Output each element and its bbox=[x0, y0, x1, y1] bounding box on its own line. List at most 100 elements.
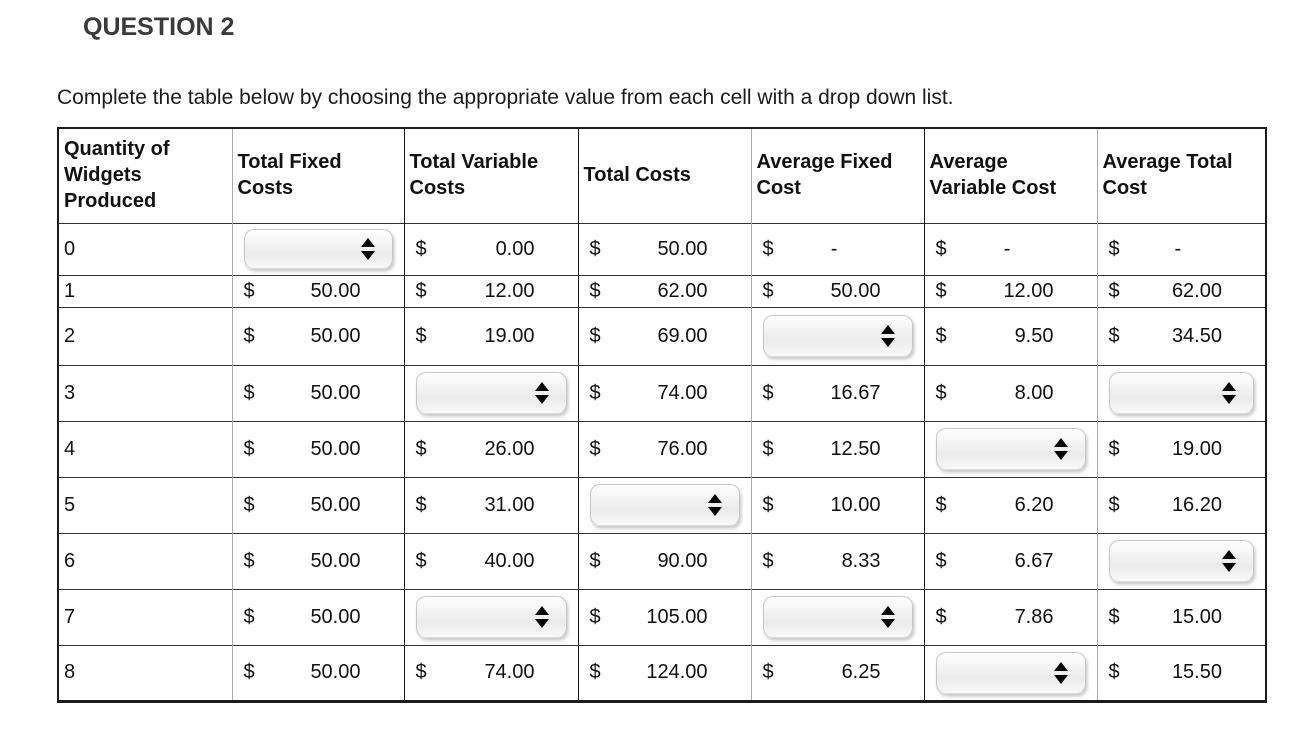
dropdown-r6-average-total-cost[interactable] bbox=[1108, 540, 1254, 582]
cell-value: 50.00 bbox=[657, 237, 708, 260]
cell-value: 12.50 bbox=[830, 437, 881, 460]
cell-r5-total-variable-costs: $31.00 bbox=[403, 476, 578, 533]
dollar-sign: $ bbox=[243, 605, 255, 628]
spinner-arrows-icon bbox=[1053, 661, 1068, 684]
dollar-sign: $ bbox=[762, 279, 774, 302]
cell-r0-total-costs: $50.00 bbox=[577, 222, 751, 275]
cell-value: 10.00 bbox=[830, 493, 881, 516]
cost-table-body: 0 $0.00 $50.00 $ - $ - $ -1 $50.00 $12.00 $62.00 $50… bbox=[58, 222, 1266, 701]
cell-value: 50.00 bbox=[310, 493, 361, 516]
cell-r1-average-total-cost: $62.00 bbox=[1096, 274, 1266, 307]
dollar-sign: $ bbox=[243, 661, 255, 683]
dollar-sign: $ bbox=[243, 493, 255, 516]
dollar-sign: $ bbox=[415, 324, 427, 347]
cell-r8-total-fixed-costs: $50.00 bbox=[231, 644, 404, 701]
cell-value: 40.00 bbox=[484, 549, 535, 572]
cell-value: 31.00 bbox=[484, 493, 535, 516]
column-header-average-fixed-cost: Average Fixed Cost bbox=[750, 127, 924, 223]
dropdown-r8-average-variable-cost[interactable] bbox=[935, 651, 1086, 694]
cell-r8-average-fixed-cost: $6.25 bbox=[750, 644, 924, 701]
cell-value: 50.00 bbox=[310, 605, 361, 628]
cell-r5-average-total-cost: $16.20 bbox=[1096, 476, 1266, 533]
dollar-sign: $ bbox=[1108, 661, 1120, 683]
dropdown-r3-total-variable-costs[interactable] bbox=[415, 372, 567, 414]
cell-r6-total-costs: $90.00 bbox=[577, 532, 751, 589]
dollar-sign: $ bbox=[935, 493, 947, 516]
spinner-arrows-icon bbox=[880, 325, 895, 347]
dropdown-r2-average-fixed-cost[interactable] bbox=[762, 315, 913, 357]
dropdown-r4-average-variable-cost[interactable] bbox=[935, 428, 1086, 470]
dollar-sign: $ bbox=[415, 237, 427, 260]
dollar-sign: $ bbox=[935, 279, 947, 302]
dollar-sign: $ bbox=[243, 279, 255, 302]
cell-r6-quantity: 6 bbox=[58, 532, 232, 589]
cell-r2-total-fixed-costs: $50.00 bbox=[231, 306, 404, 365]
spinner-arrows-icon bbox=[1222, 550, 1236, 572]
dropdown-r5-total-costs[interactable] bbox=[589, 484, 740, 526]
dollar-sign: $ bbox=[1108, 605, 1120, 628]
dollar-sign: $ bbox=[762, 237, 774, 260]
cell-r6-average-variable-cost: $6.67 bbox=[923, 532, 1097, 589]
dollar-sign: $ bbox=[1108, 493, 1120, 516]
dollar-sign: $ bbox=[589, 437, 601, 460]
cell-r1-total-fixed-costs: $50.00 bbox=[231, 274, 404, 307]
cell-r4-average-total-cost: $19.00 bbox=[1096, 420, 1266, 477]
dollar-sign: $ bbox=[762, 549, 774, 572]
cell-value: 74.00 bbox=[484, 661, 535, 683]
dollar-sign: $ bbox=[935, 237, 947, 260]
cell-r1-total-costs: $62.00 bbox=[577, 274, 751, 307]
cell-value: 9.50 bbox=[1014, 324, 1054, 347]
dollar-sign: $ bbox=[589, 605, 601, 628]
instruction-text: Complete the table below by choosing the… bbox=[57, 86, 954, 109]
cell-value: - bbox=[830, 237, 838, 260]
cell-r6-total-variable-costs: $40.00 bbox=[403, 532, 578, 589]
dollar-sign: $ bbox=[415, 437, 427, 460]
cell-r0-total-variable-costs: $0.00 bbox=[403, 222, 578, 275]
cell-r6-total-fixed-costs: $50.00 bbox=[231, 532, 404, 589]
cell-r7-average-total-cost: $15.00 bbox=[1096, 588, 1266, 645]
dollar-sign: $ bbox=[243, 324, 255, 347]
cell-r3-total-variable-costs bbox=[403, 364, 578, 421]
dollar-sign: $ bbox=[589, 381, 601, 404]
cell-value: 26.00 bbox=[484, 437, 535, 460]
cell-value: 124.00 bbox=[646, 661, 708, 683]
cell-value: 19.00 bbox=[484, 324, 535, 347]
dollar-sign: $ bbox=[589, 549, 601, 572]
table-row: 8 $50.00 $74.00 $124.00 $6.25 $15.50 bbox=[58, 644, 1266, 701]
cell-value: 76.00 bbox=[657, 437, 708, 460]
cell-r2-total-variable-costs: $19.00 bbox=[403, 306, 578, 365]
column-header-total-fixed-costs: Total Fixed Costs bbox=[231, 127, 404, 223]
cell-r8-total-costs: $124.00 bbox=[577, 644, 751, 701]
dollar-sign: $ bbox=[1108, 437, 1120, 460]
dropdown-r7-total-variable-costs[interactable] bbox=[415, 596, 567, 638]
dollar-sign: $ bbox=[243, 437, 255, 460]
cell-r1-quantity: 1 bbox=[58, 274, 232, 307]
cell-r1-average-fixed-cost: $50.00 bbox=[750, 274, 924, 307]
cell-r5-total-fixed-costs: $50.00 bbox=[231, 476, 404, 533]
cost-table: Quantity of Widgets Produced Total Fixed… bbox=[57, 127, 1267, 703]
cell-r3-total-costs: $74.00 bbox=[577, 364, 751, 421]
column-header-average-total-cost: Average Total Cost bbox=[1096, 127, 1266, 223]
column-header-quantity: Quantity of Widgets Produced bbox=[58, 127, 232, 223]
dollar-sign: $ bbox=[1108, 279, 1120, 302]
dollar-sign: $ bbox=[1108, 324, 1120, 347]
dropdown-r3-average-total-cost[interactable] bbox=[1108, 372, 1254, 414]
table-row: 7 $50.00 $105.00 $7.86 $15.00 bbox=[58, 588, 1266, 645]
cell-r7-quantity: 7 bbox=[58, 588, 232, 645]
cell-r5-quantity: 5 bbox=[58, 476, 232, 533]
cell-r5-average-variable-cost: $6.20 bbox=[923, 476, 1097, 533]
cell-value: 50.00 bbox=[310, 324, 361, 347]
cell-value: - bbox=[1003, 237, 1011, 260]
table-row: 1 $50.00 $12.00 $62.00 $50.00 $12.00 $62.00 bbox=[58, 274, 1266, 307]
cell-r4-quantity: 4 bbox=[58, 420, 232, 477]
cell-r1-total-variable-costs: $12.00 bbox=[403, 274, 578, 307]
dropdown-r0-total-fixed-costs[interactable] bbox=[243, 229, 393, 269]
dropdown-r7-average-fixed-cost[interactable] bbox=[762, 596, 913, 638]
dollar-sign: $ bbox=[243, 549, 255, 572]
dollar-sign: $ bbox=[415, 493, 427, 516]
cell-value: 6.25 bbox=[841, 661, 881, 683]
table-row: 2 $50.00 $19.00 $69.00 $9.50 $34.50 bbox=[58, 306, 1266, 365]
cell-r0-average-fixed-cost: $ - bbox=[750, 222, 924, 275]
cell-value: 50.00 bbox=[310, 279, 361, 302]
cell-value: 16.20 bbox=[1171, 493, 1222, 516]
